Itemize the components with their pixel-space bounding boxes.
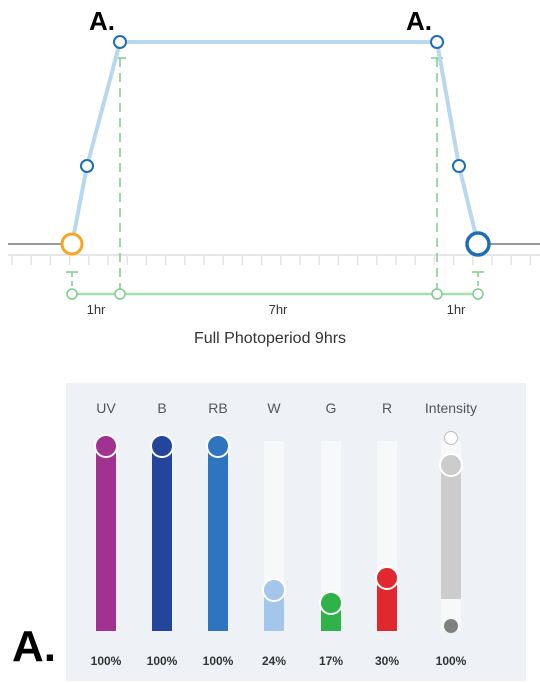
slider-fill xyxy=(208,446,228,631)
schedule-graph: 1hr 7hr 1hr A. A. xyxy=(8,6,540,317)
peak-end-marker: A. xyxy=(406,6,432,36)
channel-label: RB xyxy=(208,400,228,416)
slider-track[interactable] xyxy=(321,441,341,631)
channel-w: W 24% xyxy=(244,383,304,681)
intensity-min-dot[interactable] xyxy=(444,619,458,633)
photoperiod-caption: Full Photoperiod 9hrs xyxy=(193,330,347,347)
hold-duration: 7hr xyxy=(269,302,288,317)
channel-value: 100% xyxy=(146,654,178,668)
channel-intensity: Intensity 100% xyxy=(421,383,481,681)
ruler-ticks xyxy=(11,255,532,265)
channel-label: R xyxy=(381,400,393,416)
slider-handle[interactable] xyxy=(206,434,230,458)
peak-start-marker: A. xyxy=(89,6,115,36)
channel-b: B 100% xyxy=(132,383,192,681)
channel-label: B xyxy=(157,400,167,416)
channel-uv: UV 100% xyxy=(76,383,136,681)
slider-handle[interactable] xyxy=(319,590,343,615)
channel-label: W xyxy=(267,400,281,416)
channel-value: 100% xyxy=(435,654,467,668)
ramp-down-duration: 1hr xyxy=(447,302,466,317)
channel-value: 30% xyxy=(374,654,400,668)
ramp-up-duration: 1hr xyxy=(87,302,106,317)
slider-fill xyxy=(152,446,172,631)
channel-label: G xyxy=(325,400,337,416)
channel-value: 24% xyxy=(261,654,287,668)
curve-line xyxy=(70,40,480,245)
duration-node[interactable] xyxy=(431,288,443,300)
channel-levels-panel: UV 100% B 100% RB 100% W 24% G 17% R 30% Intensity 10… xyxy=(66,383,526,681)
duration-node[interactable] xyxy=(66,288,78,300)
slider-handle[interactable] xyxy=(439,453,463,477)
slider-handle[interactable] xyxy=(150,434,174,458)
channel-label: Intensity xyxy=(424,400,478,416)
channel-rb: RB 100% xyxy=(188,383,248,681)
duration-node[interactable] xyxy=(472,288,484,300)
intensity-max-dot[interactable] xyxy=(444,431,458,445)
channel-value: 17% xyxy=(318,654,344,668)
slider-handle[interactable] xyxy=(262,577,286,602)
ramp-up-midpoint-node[interactable] xyxy=(80,159,94,173)
channel-label: UV xyxy=(96,400,116,416)
slider-fill xyxy=(441,465,461,599)
panel-marker: A. xyxy=(12,622,56,671)
slider-handle[interactable] xyxy=(375,566,399,591)
timeline-ruler xyxy=(8,243,540,265)
channel-value: 100% xyxy=(202,654,234,668)
duration-node[interactable] xyxy=(114,288,126,300)
slider-fill xyxy=(96,446,116,631)
photoperiod-curve: A. A. xyxy=(60,6,491,257)
duration-guides: 1hr 7hr 1hr xyxy=(66,57,484,317)
start-node[interactable] xyxy=(60,232,84,256)
channel-r: R 30% xyxy=(357,383,417,681)
ramp-down-midpoint-node[interactable] xyxy=(452,159,466,173)
end-node[interactable] xyxy=(465,231,491,257)
slider-handle[interactable] xyxy=(94,434,118,458)
channel-g: G 17% xyxy=(301,383,361,681)
channel-value: 100% xyxy=(90,654,122,668)
slider-fill xyxy=(377,578,397,631)
peak-end-node[interactable] xyxy=(430,35,444,49)
peak-start-node[interactable] xyxy=(113,35,127,49)
